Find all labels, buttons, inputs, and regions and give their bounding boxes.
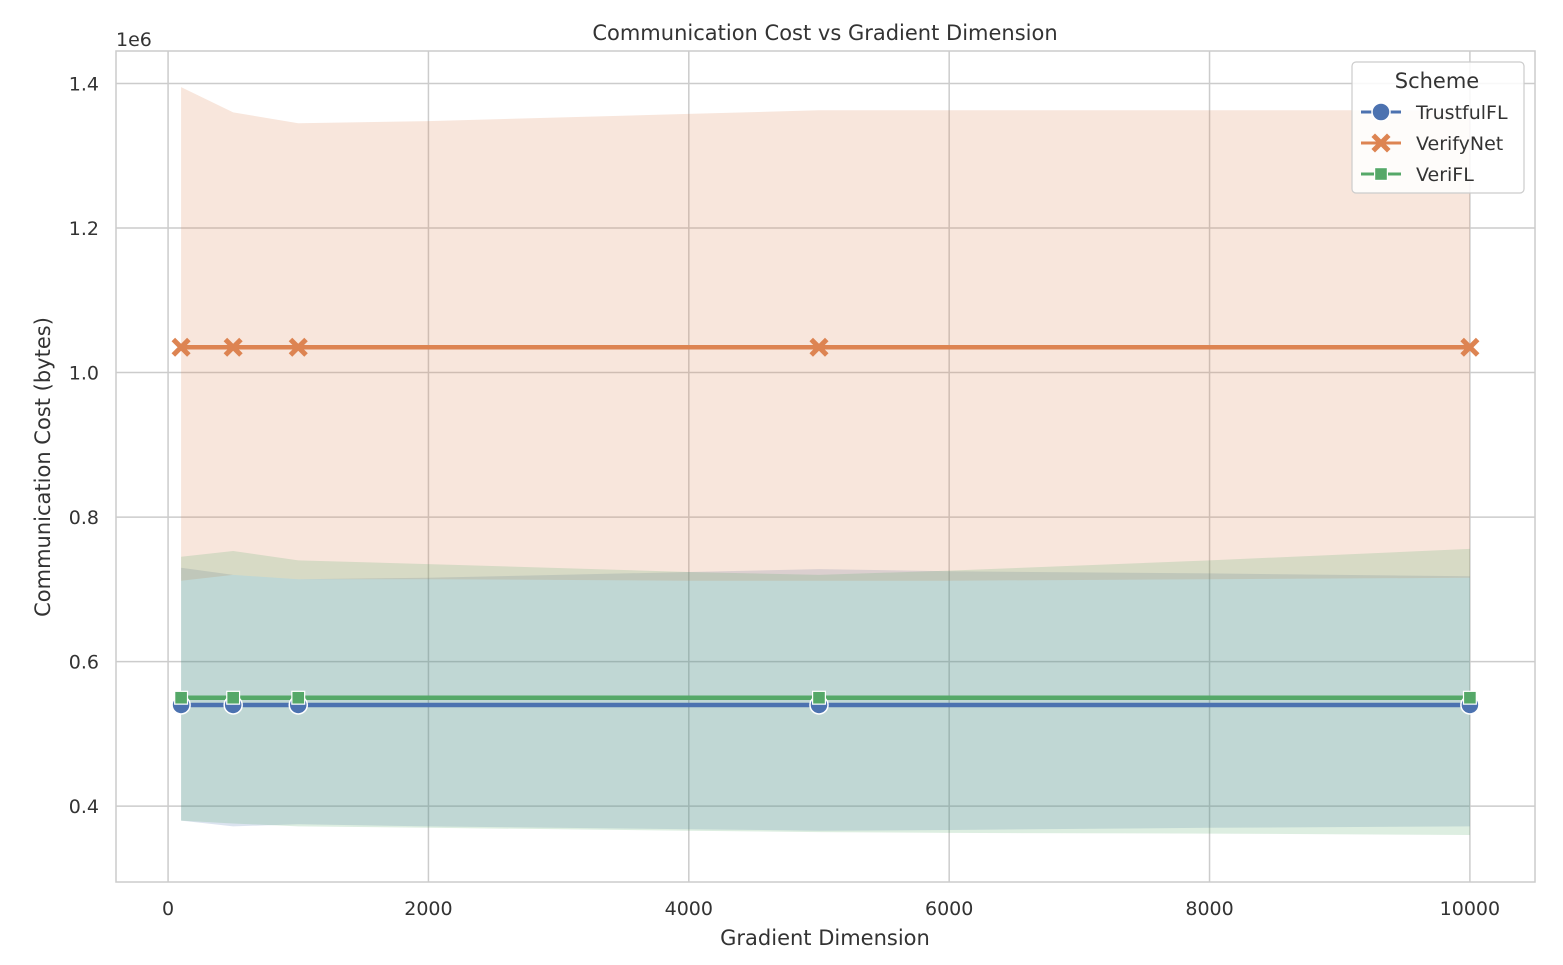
plot-background [116, 51, 1535, 882]
point-verifl [174, 690, 189, 705]
point-verifynet [809, 337, 829, 357]
legend-marker-verifl [1373, 167, 1388, 182]
legend-item-verifl: VeriFL [1361, 164, 1474, 186]
y-tick-label: 1.0 [69, 363, 99, 385]
plot-frame [115, 50, 1536, 883]
x-axis-label: Gradient Dimension [720, 926, 930, 950]
grid [116, 51, 1535, 882]
legend-item-verifynet: VerifyNet [1361, 133, 1503, 155]
x-tick-label: 0 [162, 898, 174, 920]
point-verifynet [288, 337, 308, 357]
point-verifl [811, 690, 826, 705]
legend-label: TrustfulFL [1415, 102, 1508, 124]
legend-label: VeriFL [1416, 164, 1474, 186]
y-tick-label: 0.8 [69, 507, 99, 529]
band-verifynet [181, 87, 1470, 581]
y-tick-label: 1.4 [69, 74, 99, 96]
x-tick-label: 4000 [665, 898, 713, 920]
confidence-bands [181, 87, 1470, 835]
y-tick-label: 0.6 [69, 652, 99, 674]
y-offset-label: 1e6 [116, 29, 152, 51]
x-tick-label: 2000 [404, 898, 452, 920]
x-tick-label: 6000 [925, 898, 973, 920]
legend-items: TrustfulFL VerifyNet VeriFL [1361, 102, 1508, 186]
series-markers [171, 337, 1480, 715]
x-tick-label: 8000 [1185, 898, 1233, 920]
legend-marker-trustfulfl [1371, 102, 1391, 122]
y-axis-label: Communication Cost (bytes) [31, 317, 55, 617]
point-verifl [226, 690, 241, 705]
legend-box [1351, 61, 1525, 194]
y-tick-labels: 0.4 0.6 0.8 1.0 1.2 1.4 [69, 74, 99, 819]
x-tick-label: 10000 [1440, 898, 1500, 920]
legend-label: VerifyNet [1416, 133, 1503, 155]
legend-item-trustfulfl: TrustfulFL [1361, 102, 1508, 124]
point-verifynet [171, 337, 191, 357]
legend-title: Scheme [1395, 69, 1479, 93]
point-verifl [1462, 690, 1477, 705]
legend-marker-verifynet [1371, 133, 1391, 153]
legend: Scheme TrustfulFL VerifyNet VeriFL [1351, 61, 1525, 194]
y-tick-label: 0.4 [69, 796, 99, 818]
y-tick-label: 1.2 [69, 218, 99, 240]
point-verifl [291, 690, 306, 705]
point-verifynet [223, 337, 243, 357]
chart-title: Communication Cost vs Gradient Dimension [592, 21, 1057, 45]
point-verifynet [1460, 337, 1480, 357]
x-tick-labels: 0 2000 4000 6000 8000 10000 [162, 898, 1500, 920]
